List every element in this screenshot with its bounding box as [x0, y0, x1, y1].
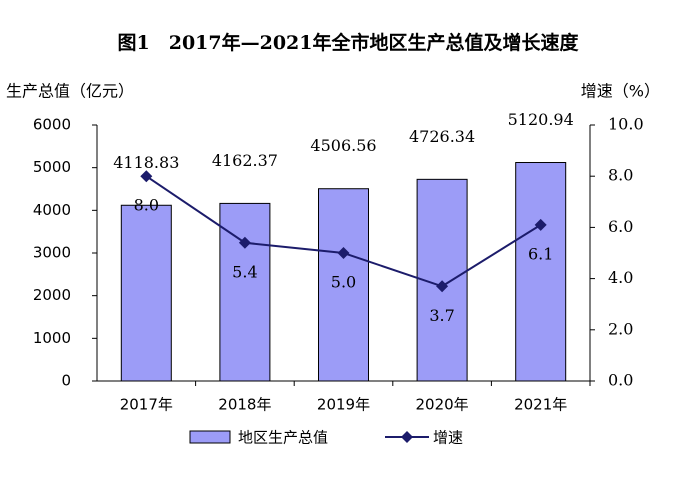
y2-tick-label: 8.0 — [608, 166, 633, 185]
x-tick-label: 2018年 — [218, 396, 271, 414]
line-value-label: 6.1 — [528, 244, 553, 263]
y-tick-label: 1000 — [33, 329, 71, 347]
line-marker — [534, 218, 547, 231]
y-tick-label: 6000 — [33, 116, 71, 134]
line-marker — [436, 280, 449, 293]
legend-marker — [401, 431, 413, 443]
line-value-label: 8.0 — [134, 196, 159, 215]
y-tick-label: 5000 — [33, 158, 71, 176]
y2-tick-label: 2.0 — [608, 319, 633, 338]
bar-value-label: 4506.56 — [310, 136, 376, 155]
legend-label: 增速 — [433, 429, 463, 447]
y-tick-label: 2000 — [33, 286, 71, 304]
legend-label: 地区生产总值 — [238, 429, 328, 447]
y-axis-label: 生产总值（亿元） — [6, 82, 134, 101]
y-tick-label: 0 — [61, 372, 71, 390]
bar — [120, 204, 172, 382]
legend-swatch — [189, 430, 231, 444]
line-marker — [337, 247, 350, 259]
chart-title: 图1 2017年—2021年全市地区生产总值及增长速度 — [118, 31, 580, 54]
y-tick-label: 4000 — [33, 201, 71, 219]
line-value-label: 5.4 — [232, 262, 257, 281]
x-tick-label: 2017年 — [120, 396, 173, 414]
x-tick-label: 2021年 — [514, 396, 567, 414]
y2-tick-label: 0.0 — [608, 371, 633, 390]
x-tick-label: 2019年 — [317, 396, 370, 414]
y2-tick-label: 10.0 — [608, 115, 644, 134]
y2-tick-label: 4.0 — [608, 268, 633, 287]
bar-value-label: 4726.34 — [409, 127, 475, 146]
y2-tick-label: 6.0 — [608, 217, 633, 236]
x-tick-label: 2020年 — [416, 396, 469, 414]
y2-axis-label: 增速（%） — [581, 82, 660, 101]
line-marker — [140, 170, 153, 183]
y-tick-label: 3000 — [33, 244, 71, 262]
bar-value-label: 4162.37 — [212, 151, 278, 170]
bar-value-label: 5120.94 — [508, 110, 574, 129]
line-value-label: 5.0 — [331, 273, 356, 292]
bar — [318, 188, 369, 382]
line-marker — [238, 236, 251, 249]
bar — [515, 162, 567, 382]
bar-value-label: 4118.83 — [113, 153, 179, 172]
bar — [219, 202, 271, 382]
line-value-label: 3.7 — [429, 306, 454, 325]
